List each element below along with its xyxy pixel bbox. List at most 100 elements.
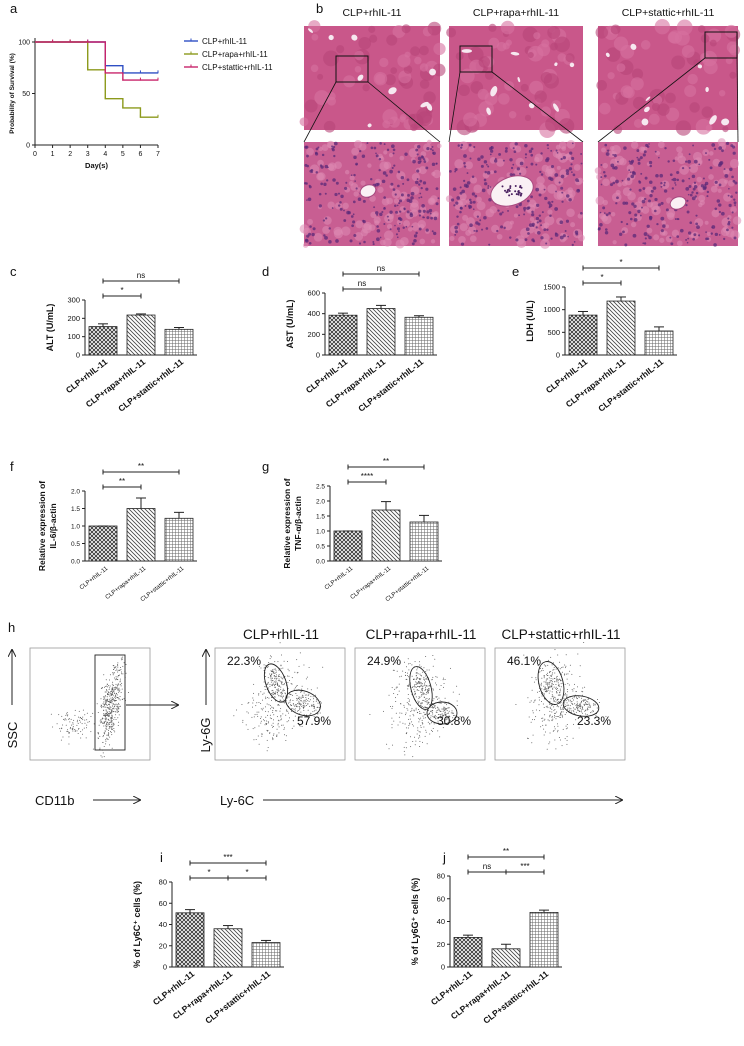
event-dot: [424, 679, 426, 681]
nucleus: [345, 181, 348, 184]
flow-plot: [494, 641, 626, 761]
event-dot: [456, 705, 458, 707]
event-dot: [546, 674, 548, 676]
event-dot: [310, 712, 312, 714]
cytoplasm: [646, 227, 653, 234]
event-dot: [105, 686, 107, 688]
event-dot: [540, 682, 542, 684]
cytoplasm: [561, 146, 567, 151]
y-tick-label: 1000: [543, 305, 560, 314]
event-dot: [388, 748, 390, 750]
event-dot: [538, 704, 540, 706]
tissue-grain: [607, 72, 615, 80]
event-dot: [405, 727, 407, 729]
event-dot: [272, 709, 274, 711]
nucleus: [513, 150, 517, 154]
event-dot: [105, 703, 107, 705]
event-dot: [107, 711, 109, 713]
event-dot: [549, 714, 551, 716]
zoom-box: [459, 45, 493, 73]
nucleus: [571, 243, 574, 247]
event-dot: [101, 705, 103, 707]
cytoplasm: [496, 158, 505, 167]
nucleus: [613, 154, 617, 158]
event-dot: [310, 689, 312, 691]
tissue-grain: [317, 73, 324, 80]
nucleus: [632, 233, 637, 238]
event-dot: [122, 673, 124, 675]
event-dot: [261, 733, 263, 735]
event-dot: [288, 679, 290, 681]
cytoplasm: [327, 201, 335, 209]
event-dot: [401, 712, 403, 714]
nucleus: [629, 188, 632, 191]
nucleus: [339, 201, 342, 204]
nucleus: [350, 174, 353, 177]
event-dot: [107, 724, 109, 726]
nucleus: [660, 229, 664, 233]
nucleus: [432, 231, 437, 236]
event-dot: [274, 678, 276, 680]
event-dot: [106, 738, 108, 740]
event-dot: [565, 673, 567, 675]
nucleus: [674, 184, 677, 186]
nucleus: [523, 209, 526, 212]
cytoplasm: [383, 238, 392, 247]
event-dot: [572, 707, 574, 709]
event-dot: [566, 736, 568, 738]
event-dot: [413, 688, 415, 690]
infiltrate: [517, 190, 520, 193]
nucleus: [639, 156, 643, 160]
event-dot: [113, 665, 115, 667]
vessel: [721, 118, 730, 126]
nucleus: [425, 166, 429, 170]
event-dot: [423, 706, 425, 708]
event-dot: [274, 672, 276, 674]
event-dot: [311, 704, 313, 706]
event-dot: [436, 676, 438, 678]
event-dot: [420, 703, 422, 705]
event-dot: [418, 731, 420, 733]
event-dot: [115, 683, 117, 685]
cytoplasm: [547, 209, 553, 215]
event-dot: [278, 720, 280, 722]
event-dot: [104, 691, 106, 693]
event-dot: [550, 685, 552, 687]
event-dot: [406, 675, 408, 677]
event-dot: [584, 699, 586, 701]
cytoplasm: [359, 143, 367, 151]
event-dot: [76, 721, 78, 723]
event-dot: [416, 678, 418, 680]
nucleus: [503, 226, 506, 230]
event-dot: [263, 667, 265, 669]
event-dot: [265, 710, 267, 712]
cytoplasm: [515, 157, 525, 167]
nucleus: [714, 180, 718, 184]
event-dot: [574, 695, 576, 697]
event-dot: [421, 705, 423, 707]
cytoplasm: [383, 150, 388, 155]
event-dot: [411, 724, 413, 726]
event-dot: [268, 687, 270, 689]
nucleus: [322, 219, 326, 222]
nucleus: [719, 161, 724, 165]
event-dot: [556, 675, 558, 677]
cytoplasm: [383, 230, 394, 241]
event-dot: [72, 730, 74, 732]
event-dot: [108, 707, 110, 709]
event-dot: [432, 689, 434, 691]
event-dot: [548, 686, 550, 688]
event-dot: [106, 737, 108, 739]
y-tick-label: 0.5: [71, 541, 80, 548]
y-tick-label: 300: [67, 296, 80, 305]
event-dot: [551, 679, 553, 681]
event-dot: [309, 714, 311, 716]
event-dot: [550, 675, 552, 677]
event-dot: [277, 704, 279, 706]
event-dot: [568, 700, 570, 702]
nucleus: [469, 157, 472, 160]
nucleus: [402, 226, 405, 230]
event-dot: [567, 691, 569, 693]
event-dot: [84, 714, 86, 716]
event-dot: [116, 706, 118, 708]
